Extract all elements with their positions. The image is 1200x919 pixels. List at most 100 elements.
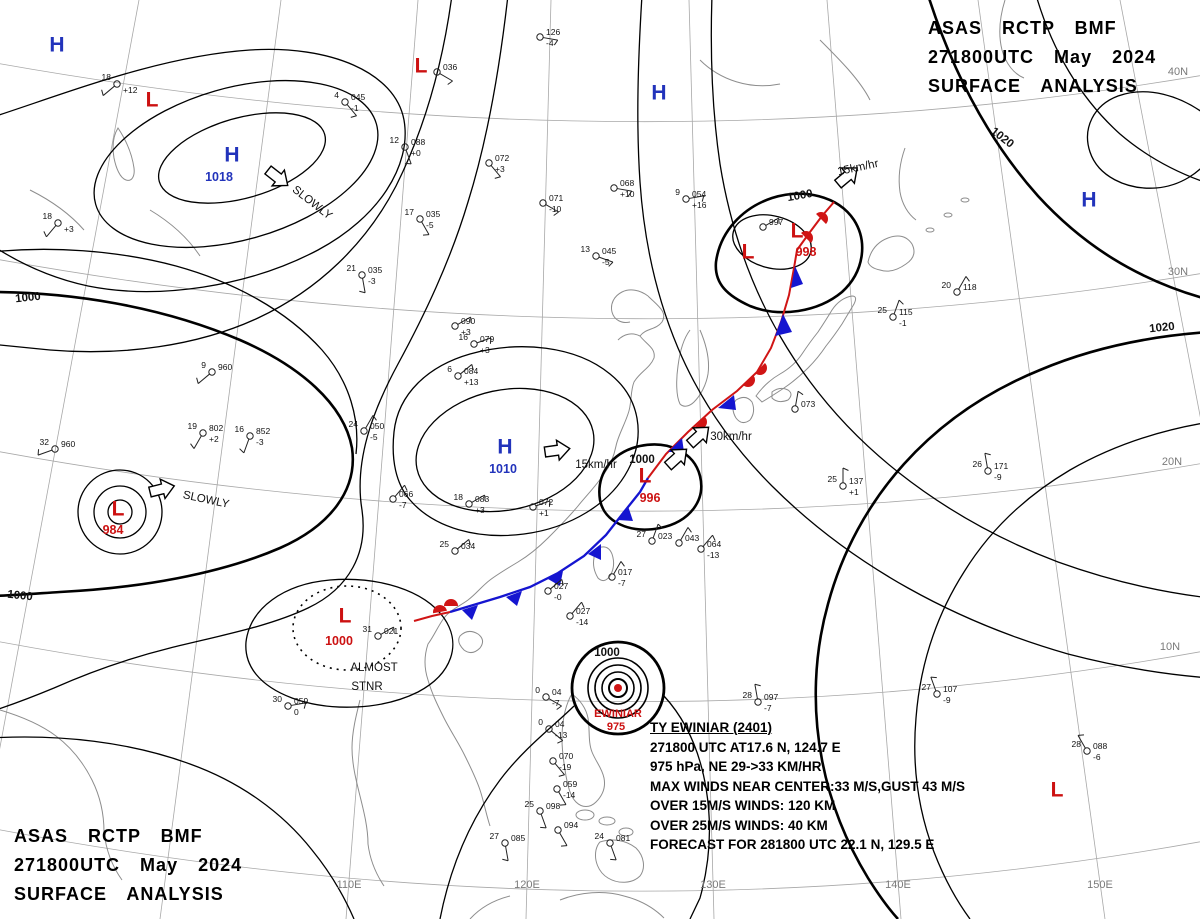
- station-n1: 13: [581, 244, 591, 254]
- station-p: 115: [899, 307, 913, 317]
- station-p: 118: [963, 282, 977, 292]
- map-label: 30km/hr: [710, 431, 752, 443]
- station-p: 171: [994, 461, 1008, 471]
- station-t: -6: [1093, 752, 1101, 762]
- map-label: 10N: [1159, 641, 1181, 653]
- station-plot: 13 045-5: [581, 244, 617, 267]
- station-t: -4: [546, 38, 554, 48]
- title-line: 271800UTC May 2024: [14, 855, 243, 875]
- station-t: +13: [464, 377, 479, 387]
- station-p: 04: [552, 687, 562, 697]
- station-t: -1: [899, 318, 907, 328]
- station-p: 035: [426, 209, 440, 219]
- station-t: +3: [64, 224, 74, 234]
- station-t: +16: [692, 200, 707, 210]
- station-plot: 4 045-1: [334, 90, 365, 118]
- station-plot: 036: [433, 62, 457, 85]
- station-n1: 9: [675, 187, 680, 197]
- high-center-symbol: H: [497, 435, 513, 459]
- station-n1: 18: [102, 72, 112, 82]
- station-plot: 20 118: [942, 276, 977, 296]
- station-plot: 31 021: [363, 624, 398, 640]
- station-t: +3: [480, 345, 490, 355]
- typhoon-info-line: OVER 25M/S WINDS: 40 KM: [650, 817, 828, 833]
- station-n1: 6: [447, 364, 452, 374]
- station-t: -7: [552, 698, 560, 708]
- station-n1: 16: [235, 424, 245, 434]
- map-label: 1000: [594, 647, 620, 659]
- station-n1: 28: [743, 690, 753, 700]
- station-plot: 071-10: [539, 193, 563, 216]
- station-p: 090: [461, 316, 475, 326]
- station-plot: 24 050-5: [349, 415, 384, 442]
- station-plot: 32 960: [37, 437, 75, 456]
- station-t: -5: [602, 257, 610, 267]
- station-plot: 059-14: [553, 779, 577, 806]
- station-p: 088: [411, 137, 425, 147]
- station-p: 081: [616, 833, 630, 843]
- station-t: -3: [368, 276, 376, 286]
- station-t: -0: [554, 592, 562, 602]
- station-p: 04: [555, 719, 565, 729]
- cold-front: [449, 477, 649, 620]
- station-t: +2: [209, 434, 219, 444]
- center-pressure-value: 996: [639, 491, 661, 505]
- center-pressure-value: 984: [102, 523, 124, 537]
- station-p: 054: [692, 189, 706, 199]
- station-p: 084: [464, 366, 478, 376]
- station-plot: 9 960: [196, 360, 232, 384]
- map-label: 140E: [885, 879, 911, 891]
- station-n1: 27: [922, 682, 932, 692]
- station-t: -14: [563, 790, 576, 800]
- station-p: 072: [539, 497, 553, 507]
- station-p: 059: [294, 696, 308, 706]
- station-n1: 16: [459, 332, 469, 342]
- station-n1: 24: [595, 831, 605, 841]
- station-p: 027: [576, 606, 590, 616]
- low-center-symbol: L: [414, 54, 428, 78]
- map-label: STNR: [351, 681, 383, 693]
- station-p: 083: [475, 494, 489, 504]
- low-center-symbol: L: [145, 88, 159, 112]
- map-label: 15km/hr: [575, 459, 617, 471]
- station-n1: 25: [828, 474, 838, 484]
- station-n1: 19: [188, 421, 198, 431]
- station-p: 035: [368, 265, 382, 275]
- station-n1: 0: [535, 685, 540, 695]
- station-plot: 126-4: [536, 27, 560, 48]
- station-plot: 16 079+3: [459, 332, 495, 355]
- map-label: 150E: [1087, 879, 1113, 891]
- station-p: 097: [764, 692, 778, 702]
- station-n1: 25: [525, 799, 535, 809]
- station-p: 098: [546, 801, 560, 811]
- station-n1: 9: [201, 360, 206, 370]
- station-p: 088: [1093, 741, 1107, 751]
- center-pressure-value: 1018: [205, 170, 233, 184]
- station-n1: 25: [878, 305, 888, 315]
- station-plot: 094: [554, 820, 578, 847]
- station-plot: 027-14: [566, 601, 590, 627]
- station-n1: 12: [390, 135, 400, 145]
- station-p: 137: [849, 476, 863, 486]
- station-t: -7: [618, 578, 626, 588]
- station-t: -10: [549, 204, 562, 214]
- station-plot: 017-7: [608, 561, 632, 588]
- station-p: 064: [707, 539, 721, 549]
- station-p: 107: [943, 684, 957, 694]
- station-plot: 090+3: [451, 316, 475, 337]
- station-plot: 064-13: [697, 534, 721, 560]
- station-plot: 072+3: [485, 153, 509, 179]
- map-label: 1000: [629, 454, 655, 466]
- station-t: -9: [943, 695, 951, 705]
- station-p: 071: [549, 193, 563, 203]
- title-line: SURFACE ANALYSIS: [928, 76, 1138, 96]
- station-n1: 21: [347, 263, 357, 273]
- typhoon-info-line: 975 hPa, NE 29->33 KM/HR: [650, 759, 822, 774]
- map-label: 40N: [1167, 66, 1189, 78]
- station-t: -14: [576, 617, 589, 627]
- station-n1: 18: [43, 211, 53, 221]
- map-label: 975: [606, 721, 626, 733]
- station-p: 017: [618, 567, 632, 577]
- station-plot: 26 171-9: [973, 452, 1008, 482]
